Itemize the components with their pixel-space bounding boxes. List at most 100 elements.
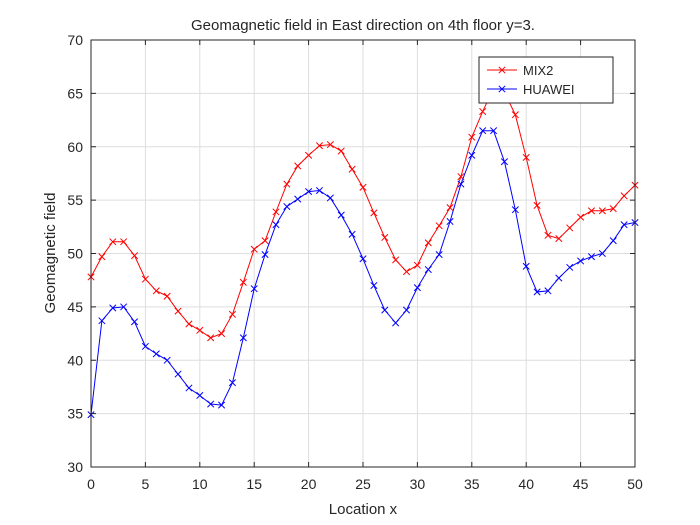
data-point	[555, 235, 563, 243]
data-point	[174, 370, 182, 378]
data-point	[185, 384, 193, 392]
legend-entry: MIX2	[487, 63, 553, 78]
x-tick-label: 10	[192, 476, 208, 492]
data-point	[446, 217, 454, 226]
data-point	[435, 222, 443, 230]
data-point	[185, 320, 193, 328]
data-point	[402, 268, 411, 276]
legend-label: MIX2	[523, 63, 553, 78]
data-point	[620, 192, 628, 200]
data-point	[196, 326, 204, 334]
x-tick-label: 30	[410, 476, 426, 492]
data-point	[120, 238, 128, 246]
x-axis-label: Location x	[329, 501, 398, 518]
data-point	[228, 310, 236, 318]
y-axis-label: Geomagnetic field	[42, 193, 59, 314]
data-point	[207, 400, 215, 408]
data-point	[544, 231, 552, 239]
legend-marker	[498, 85, 506, 93]
data-point	[587, 253, 596, 261]
data-point	[587, 207, 596, 215]
data-point	[163, 292, 171, 300]
series-mix2	[87, 84, 639, 342]
data-point	[337, 211, 345, 219]
data-point	[370, 281, 378, 290]
legend-entry: HUAWEI	[487, 82, 575, 97]
data-point	[250, 245, 258, 253]
data-point	[98, 317, 106, 325]
data-point	[294, 162, 302, 170]
data-point	[392, 319, 400, 327]
data-point	[522, 262, 530, 270]
data-point	[566, 224, 574, 232]
data-point	[370, 209, 378, 217]
data-point	[598, 207, 606, 215]
data-point	[533, 201, 541, 210]
legend-marker	[498, 66, 506, 74]
data-point	[609, 237, 617, 245]
data-point	[468, 133, 476, 141]
data-point	[566, 263, 574, 271]
data-point	[468, 151, 476, 159]
legend-label: HUAWEI	[523, 82, 575, 97]
data-point	[196, 391, 204, 400]
data-point	[239, 334, 247, 342]
data-point	[500, 158, 508, 166]
data-point	[359, 183, 367, 191]
data-point	[315, 186, 324, 195]
y-tick-label: 60	[67, 139, 83, 155]
data-point	[598, 249, 606, 258]
data-point	[577, 213, 585, 221]
data-point	[218, 401, 226, 409]
data-point	[381, 233, 389, 242]
data-point	[130, 252, 139, 260]
data-point	[283, 180, 291, 188]
data-point	[294, 195, 302, 203]
data-point	[511, 206, 519, 214]
x-tick-label: 0	[87, 476, 95, 492]
data-point	[174, 307, 182, 315]
data-point	[424, 265, 432, 274]
x-tick-label: 20	[301, 476, 317, 492]
legend-box	[478, 56, 614, 104]
data-point	[141, 342, 149, 350]
x-tick-label: 50	[627, 476, 643, 492]
data-point	[413, 284, 421, 292]
data-point	[402, 306, 411, 314]
y-tick-label: 55	[67, 192, 83, 208]
series-huawei	[87, 127, 639, 419]
data-point	[359, 255, 367, 263]
y-tick-label: 35	[67, 406, 83, 422]
data-point	[305, 151, 313, 159]
data-point	[141, 275, 149, 283]
ticks: 0 5 10 15 20 25 30 35 40 45 50 30 35 40 45 50 55 60 65 70	[67, 32, 643, 492]
x-tick-label: 40	[518, 476, 534, 492]
legend: MIX2 HUAWEI	[478, 56, 614, 104]
data-point	[272, 221, 280, 229]
y-tick-label: 45	[67, 299, 83, 315]
y-tick-label: 40	[67, 352, 83, 368]
data-point	[152, 350, 160, 358]
y-tick-label: 50	[67, 246, 83, 262]
data-point	[305, 188, 313, 196]
data-point	[413, 261, 421, 269]
data-point	[218, 330, 226, 338]
data-point	[163, 356, 171, 364]
y-tick-label: 70	[67, 32, 83, 48]
data-point	[283, 202, 291, 211]
data-point	[533, 288, 541, 296]
data-point	[348, 165, 356, 173]
series-layer	[87, 84, 639, 419]
data-point	[479, 127, 487, 135]
data-point	[522, 153, 530, 161]
data-point	[98, 253, 106, 261]
data-point	[435, 251, 443, 259]
data-point	[577, 257, 585, 265]
x-tick-label: 25	[355, 476, 371, 492]
data-point	[261, 237, 269, 245]
data-point	[109, 304, 117, 312]
y-tick-label: 65	[67, 85, 83, 101]
data-point	[544, 287, 552, 295]
data-point	[272, 208, 280, 216]
